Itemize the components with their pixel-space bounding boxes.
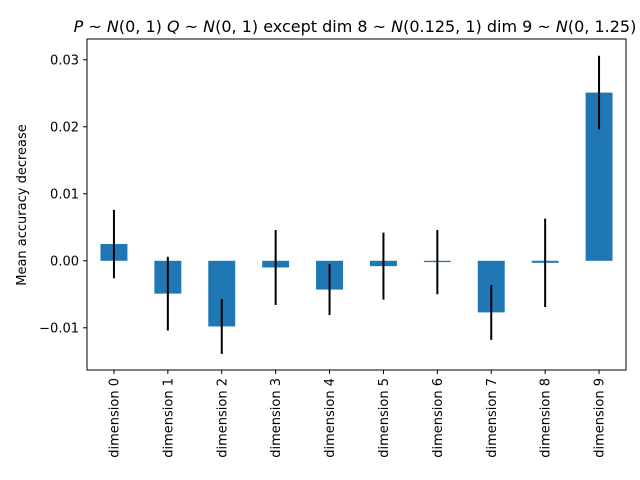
y-tick-label: 0.01 (50, 187, 79, 202)
x-tick-label: dimension 8 (539, 378, 554, 458)
y-axis-label: Mean accuracy decrease (15, 124, 30, 286)
title-part: N (203, 17, 215, 36)
x-tick-label: dimension 9 (593, 378, 608, 458)
title-part: ~ (83, 17, 107, 36)
x-tick-label: dimension 1 (161, 378, 176, 458)
x-tick-label: dimension 3 (269, 378, 284, 458)
y-tick-label: 0.03 (50, 53, 79, 68)
y-tick-label: 0.00 (50, 254, 79, 269)
title-part: N (107, 17, 119, 36)
title-part: (0.125, 1) dim 9 ~ (403, 17, 556, 36)
x-axis: dimension 0 dimension 1 dimension 2 dimensi… (107, 370, 608, 458)
title-part: N (556, 17, 568, 36)
plot-area (100, 55, 613, 354)
x-tick-label: dimension 2 (215, 378, 230, 458)
y-tick-label: 0.02 (50, 120, 79, 135)
title-part: ~ (180, 17, 204, 36)
title-part: (0, 1.25) (568, 17, 636, 36)
plot-frame (86, 38, 627, 371)
title-part: P (74, 17, 84, 36)
y-axis: −0.01 0.00 0.01 0.02 0.03 (39, 53, 87, 336)
title-part: Q (167, 17, 180, 36)
title-part: (0, 1) (119, 17, 167, 36)
title-part: (0, 1) except dim 8 ~ (215, 17, 391, 36)
x-tick-label: dimension 0 (107, 378, 122, 458)
x-tick-label: dimension 5 (377, 378, 392, 458)
chart-title: P ~ N(0, 1) Q ~ N(0, 1) except dim 8 ~ N… (74, 17, 637, 36)
x-tick-label: dimension 6 (431, 378, 446, 458)
x-tick-label: dimension 4 (323, 378, 338, 458)
y-tick-label: −0.01 (39, 321, 79, 336)
title-part: N (391, 17, 403, 36)
x-tick-label: dimension 7 (485, 378, 500, 458)
